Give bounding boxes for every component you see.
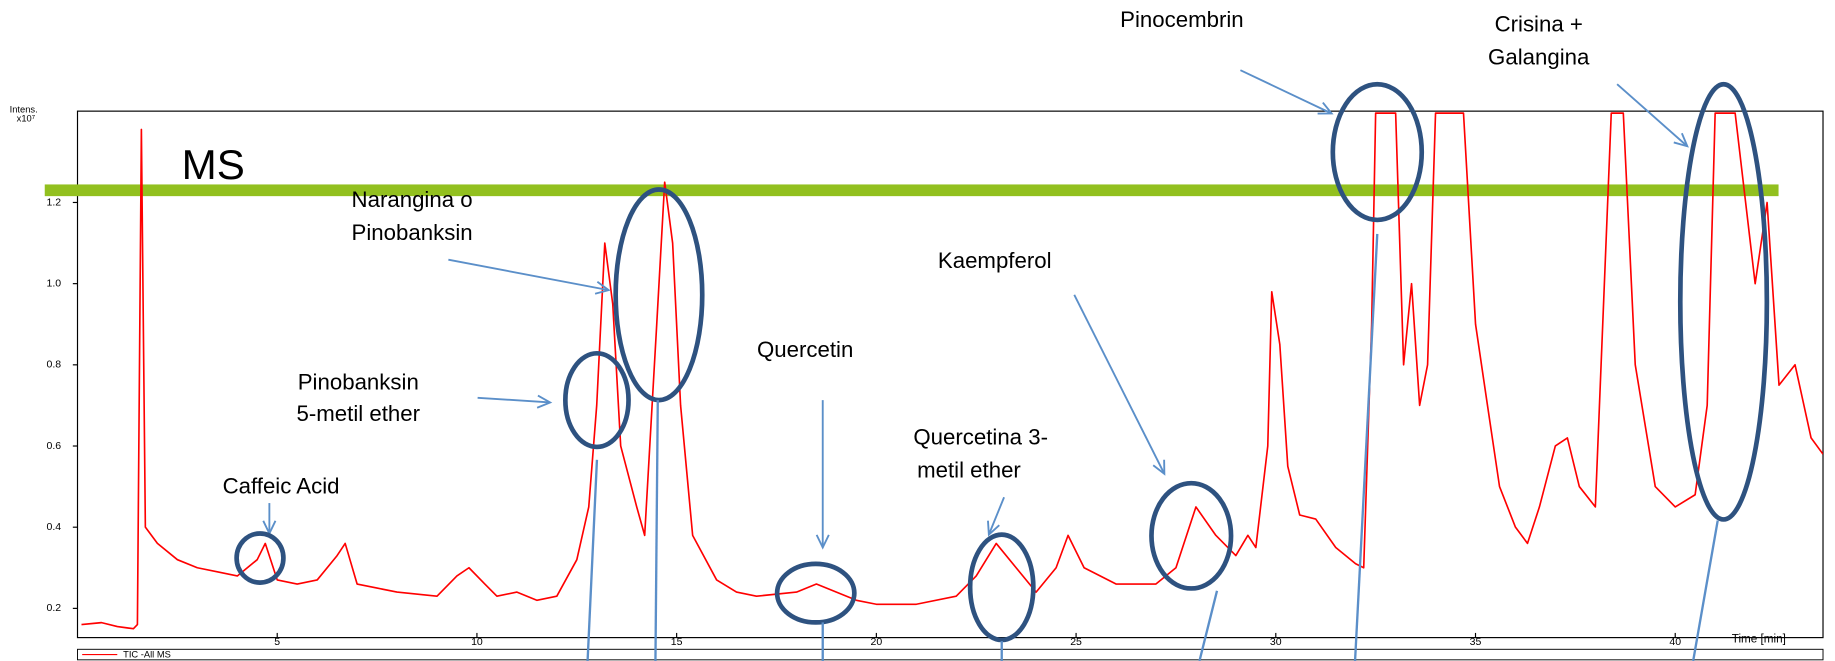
y-axis-scale: x10⁷ — [17, 114, 35, 124]
y-tick-label: 0.2 — [46, 602, 61, 614]
x-tick-label: 15 — [671, 636, 683, 648]
x-tick-label: 5 — [274, 636, 280, 648]
annotation-arrow — [1616, 83, 1688, 147]
annotation-arrow — [1239, 69, 1333, 115]
annotation-text: Quercetin — [757, 337, 853, 362]
annotation-arrow — [1073, 294, 1166, 475]
annotation-circle — [1149, 480, 1234, 591]
annotation-circle — [613, 187, 705, 403]
annotation-drop-line — [1691, 520, 1719, 661]
annotation-text: metil ether — [917, 457, 1021, 482]
annotation-arrowhead — [1317, 101, 1334, 115]
annotation-circle — [774, 561, 857, 625]
x-tick-label: 20 — [871, 636, 883, 648]
annotation-arrowhead — [987, 520, 1000, 537]
y-tick-label: 0.4 — [46, 521, 61, 533]
annotation-arrowhead — [815, 534, 830, 550]
annotation-drop-line — [1353, 233, 1379, 661]
annotation-circle — [563, 350, 631, 450]
y-axis-label: Intens. — [10, 104, 38, 114]
annotation-arrow — [987, 496, 1005, 536]
y-tick-label: 1.0 — [46, 277, 61, 289]
annotation-arrowhead — [1673, 132, 1689, 148]
legend-label: TIC -All MS — [123, 650, 171, 660]
x-tick-label: 30 — [1270, 636, 1282, 648]
annotation-arrow — [477, 396, 551, 404]
annotation-text: Quercetina 3- — [913, 425, 1048, 450]
reference-bar — [44, 184, 1779, 197]
x-tick-label: 10 — [471, 636, 483, 648]
annotation-text: Pinobanksin — [298, 370, 419, 395]
trace-line — [81, 112, 1824, 630]
plot-frame — [76, 110, 1824, 639]
annotation-text: Pinocembrin — [1120, 7, 1244, 32]
reference-label: MS — [182, 141, 245, 188]
x-tick-label: 40 — [1669, 636, 1681, 648]
annotation-text: Galangina — [1488, 44, 1590, 69]
y-tick-label: 1.2 — [46, 196, 61, 208]
annotation-arrowhead — [594, 281, 611, 295]
annotation-arrowhead — [1152, 459, 1166, 476]
annotation-circle — [234, 531, 286, 585]
y-tick-label: 0.6 — [46, 440, 61, 452]
x-axis-label: Time [min] — [1732, 632, 1786, 645]
annotation-text: Narangina o — [352, 187, 473, 212]
y-tick-label: 0.8 — [46, 359, 61, 371]
x-tick-label: 35 — [1470, 636, 1482, 648]
annotation-text: Crisina + — [1495, 12, 1583, 37]
annotation-arrow — [448, 258, 609, 292]
annotation-circle — [1677, 81, 1770, 522]
annotation-circle — [1330, 81, 1425, 223]
annotation-drop-line — [654, 400, 659, 661]
annotation-text: Caffeic Acid — [223, 474, 340, 499]
annotation-text: 5-metil ether — [297, 401, 421, 426]
annotation-text: Pinobanksin — [352, 220, 473, 245]
annotation-drop-line — [1198, 590, 1219, 661]
annotation-arrowhead — [536, 394, 553, 409]
legend-box — [77, 648, 1824, 661]
annotation-drop-line — [586, 459, 599, 661]
x-tick-label: 25 — [1070, 636, 1082, 648]
annotation-text: Kaempferol — [938, 248, 1052, 273]
annotation-circle — [967, 532, 1036, 643]
